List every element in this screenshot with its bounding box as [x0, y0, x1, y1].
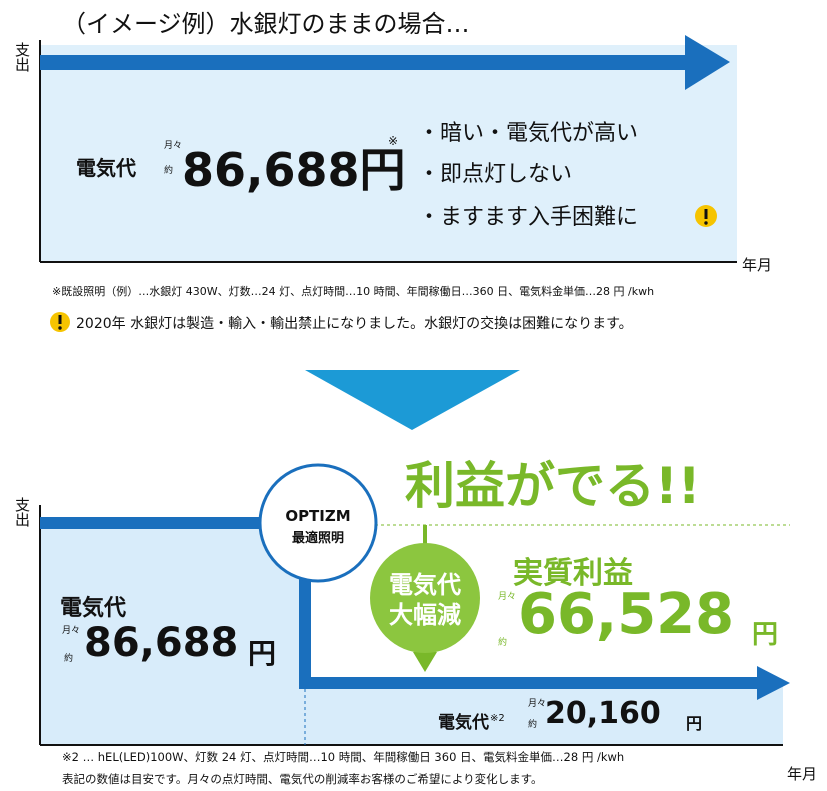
icon-part	[704, 221, 708, 225]
note: ※2 … hEL(LED)100W、灯数 24 灯、点灯時間…10 時間、年間稼…	[62, 750, 625, 764]
bullet: ・暗い・電気代が高い	[418, 121, 639, 146]
reduction-text: 電気代	[389, 571, 461, 599]
profit-amount: 66,528	[518, 582, 735, 647]
badge-circle	[258, 463, 378, 583]
unit: 円	[752, 620, 779, 650]
cost-arrow	[40, 55, 690, 70]
note-mark: ※2	[490, 713, 505, 724]
monthly: 月々	[528, 699, 547, 709]
y-axis-label: 支出	[13, 497, 31, 527]
cost-label: 電気代	[438, 713, 489, 733]
monthly: 月々	[498, 592, 517, 602]
arrow-head	[413, 652, 437, 672]
bullet: ・ますます入手困難に	[418, 205, 639, 230]
x-axis-label: 年月	[787, 765, 818, 783]
down-triangle	[305, 370, 520, 430]
badge-text: OPTIZM	[285, 507, 351, 525]
icon-part	[58, 326, 62, 330]
icon-part	[704, 209, 708, 219]
note-mark: ※	[388, 134, 399, 148]
amount: 86,688円	[182, 143, 406, 197]
amount: 20,160	[545, 696, 661, 731]
cost-label: 電気代	[76, 156, 136, 180]
reduction-text: 大幅減	[389, 601, 461, 629]
footnote: ※既設照明（例）…水銀灯 430W、灯数…24 灯、点灯時間…10 時間、年間稼…	[52, 285, 655, 298]
after-area	[305, 683, 783, 745]
bullet: ・即点灯しない	[418, 162, 573, 187]
approx: 約	[528, 720, 538, 730]
approx: 約	[64, 654, 74, 664]
arrow-head	[685, 35, 730, 90]
warning: 2020年 水銀灯は製造・輸入・輸出禁止になりました。水銀灯の交換は困難になりま…	[76, 316, 633, 332]
badge-text: 最適照明	[291, 531, 344, 546]
arrow-head	[757, 666, 790, 700]
cost-line	[40, 517, 760, 689]
monthly: 月々	[62, 626, 81, 636]
profit-label: 実質利益	[513, 556, 633, 591]
unit: 円	[248, 637, 277, 670]
reduction-circle	[370, 543, 480, 653]
before-area	[40, 523, 305, 745]
cost-label: 電気代	[60, 596, 127, 621]
monthly: 月々	[164, 141, 183, 151]
unit: 円	[686, 714, 703, 733]
x-axis-label: 年月	[742, 256, 773, 274]
note: 表記の数値は目安です。月々の点灯時間、電気代の削減率お客様のご希望により変化しま…	[62, 772, 543, 786]
icon-part	[58, 315, 62, 324]
approx: 約	[164, 166, 174, 176]
chart-area	[40, 45, 737, 262]
headline: 利益がでる!!	[405, 457, 701, 515]
title: （イメージ例）水銀灯のままの場合…	[62, 10, 470, 38]
y-axis-label: 支出	[13, 42, 31, 72]
amount: 86,688	[84, 620, 239, 666]
approx: 約	[498, 638, 508, 648]
